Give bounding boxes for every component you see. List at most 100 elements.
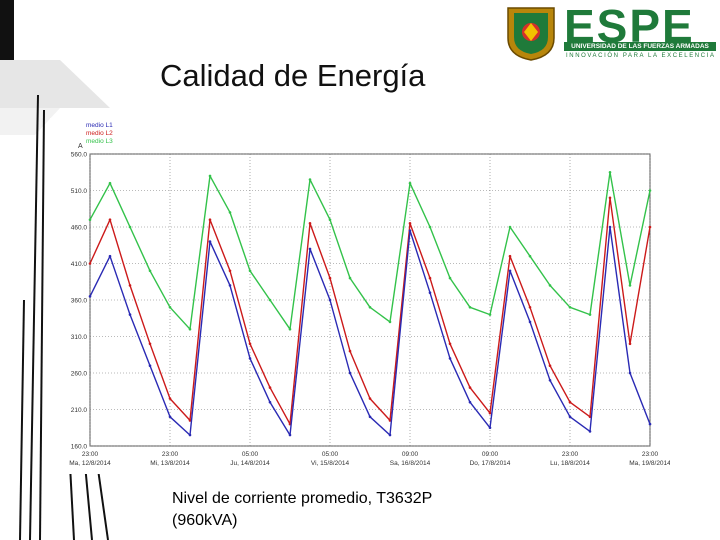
series-3-point [648, 189, 652, 192]
current-chart: 160.0 210.0 260.0 310.0 360.0 410.0 460.0 510.0… [50, 118, 671, 474]
logo-subtitle: UNIVERSIDAD DE LAS FUERZAS ARMADAS [564, 42, 716, 51]
caption-line-1: Nivel de corriente promedio, T3632P [172, 490, 433, 507]
series-3-point [148, 269, 152, 273]
series-3-point [368, 306, 372, 309]
series-3-point [188, 327, 192, 331]
series-3-point [588, 313, 592, 316]
y-tick-label: 360.0 [71, 298, 88, 305]
slide-title: Calidad de Energía [160, 58, 426, 93]
series-2-point [88, 262, 92, 265]
series-1-point [248, 357, 252, 360]
y-tick-label: 210.0 [71, 407, 88, 414]
espe-logo: ESPE UNIVERSIDAD DE LAS FUERZAS ARMADAS … [502, 2, 720, 64]
series-1-point [648, 422, 652, 426]
x-tick-time: 23:00 [562, 451, 579, 458]
caption-line-2: (960kVA) [172, 512, 238, 529]
series-3-point [328, 218, 332, 221]
series-1-point [608, 225, 612, 229]
series-2-point [428, 276, 432, 280]
x-tick-date: Ma, 19/8/2014 [629, 460, 670, 467]
series-1-point [468, 400, 472, 404]
series-3-point [288, 327, 292, 331]
series-3-point [308, 178, 312, 181]
legend-entry-3: medio L3 [86, 138, 113, 145]
series-2-point [608, 196, 612, 200]
series-3-point [248, 269, 252, 273]
title-ribbon-shadow [0, 108, 60, 135]
series-3-point [488, 313, 492, 316]
series-1-point [528, 320, 532, 324]
x-tick-time: 05:00 [322, 451, 339, 458]
series-2-point [148, 342, 152, 346]
x-tick-time: 09:00 [482, 451, 499, 458]
university-crest-icon [507, 7, 555, 61]
series-2-point [208, 218, 212, 221]
series-3-point [528, 254, 532, 258]
series-1-point [308, 247, 312, 251]
x-tick-date: Do, 17/8/2014 [470, 460, 511, 467]
y-tick-label: 310.0 [71, 334, 88, 341]
series-3-point [268, 298, 272, 302]
series-2-point [628, 342, 632, 346]
series-1-point [508, 269, 512, 273]
series-2-point [308, 222, 312, 225]
series-3-point [468, 306, 472, 309]
series-3-point [388, 320, 392, 324]
y-tick-label: 560.0 [71, 152, 88, 159]
series-1-point [488, 426, 492, 430]
y-tick-label: 510.0 [71, 188, 88, 195]
series-2-point [348, 349, 352, 353]
x-tick-date: Lu, 18/8/2014 [550, 460, 590, 467]
series-2-point [488, 411, 492, 415]
series-3-point [548, 284, 552, 287]
logo-tagline: INNOVACIÓN PARA LA EXCELENCIA [566, 53, 716, 59]
series-3-point [108, 181, 112, 185]
series-1-point [88, 295, 92, 298]
series-2-point [388, 419, 392, 422]
series-2-point [548, 364, 552, 367]
series-2-point [248, 342, 252, 346]
y-axis-label: A [78, 143, 83, 150]
series-1-point [348, 371, 352, 375]
legend-entry-1: medio L1 [86, 122, 113, 129]
x-tick-time: 09:00 [402, 451, 419, 458]
series-1-point [588, 430, 592, 433]
series-2-point [588, 415, 592, 419]
series-1-point [168, 415, 172, 419]
series-2-point [328, 276, 332, 280]
x-tick-time: 23:00 [642, 451, 659, 458]
x-tick-date: Ju, 14/8/2014 [230, 460, 270, 467]
series-1-point [108, 254, 112, 258]
series-1-point [388, 433, 392, 437]
series-1-point [268, 400, 272, 404]
series-3-point [208, 174, 212, 178]
y-tick-label: 460.0 [71, 225, 88, 232]
series-3-point [128, 225, 132, 229]
series-3-point [348, 276, 352, 280]
series-2-point [368, 397, 372, 400]
series-1-point [328, 298, 332, 302]
series-3-point [608, 170, 612, 174]
x-tick-time: 23:00 [82, 451, 99, 458]
series-2-point [468, 386, 472, 389]
series-1-point [568, 415, 572, 419]
series-3-point [228, 211, 232, 214]
x-tick-date: Ma, 12/8/2014 [69, 460, 111, 467]
y-tick-label: 160.0 [71, 444, 88, 451]
series-3-point [568, 306, 572, 309]
series-1-point [148, 364, 152, 367]
series-2-point [508, 254, 512, 258]
series-3-point [168, 306, 172, 309]
series-2-point [448, 342, 452, 346]
series-1-point [428, 291, 432, 294]
chart-caption: Nivel de corriente promedio, T3632P (960… [172, 488, 432, 532]
series-3-point [628, 284, 632, 287]
chart-svg: 160.0 210.0 260.0 310.0 360.0 410.0 460.0 510.0… [69, 122, 671, 467]
x-tick-time: 23:00 [162, 451, 179, 458]
series-2-point [108, 218, 112, 221]
series-1-point [448, 357, 452, 360]
series-1-point [628, 371, 632, 375]
series-2-point [648, 225, 652, 229]
series-1-point [288, 433, 292, 437]
series-1-point [208, 240, 212, 243]
